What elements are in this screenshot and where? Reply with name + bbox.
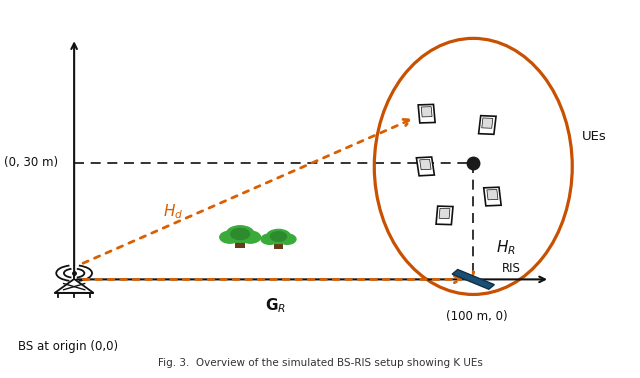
Polygon shape (484, 187, 501, 206)
Polygon shape (452, 270, 494, 289)
Circle shape (266, 229, 291, 243)
Circle shape (220, 231, 240, 243)
Text: (100 m, 0): (100 m, 0) (445, 310, 508, 322)
Polygon shape (479, 116, 496, 134)
Circle shape (278, 234, 296, 244)
Text: BS at origin (0,0): BS at origin (0,0) (18, 340, 118, 353)
Polygon shape (275, 241, 283, 249)
Circle shape (261, 234, 278, 244)
Circle shape (226, 226, 254, 242)
Text: $\mathit{H}_d$: $\mathit{H}_d$ (163, 202, 183, 221)
Polygon shape (436, 206, 453, 225)
Text: $\mathit{H}_R$: $\mathit{H}_R$ (495, 238, 515, 257)
Text: $\mathbf{G}_R$: $\mathbf{G}_R$ (265, 296, 286, 315)
Polygon shape (418, 104, 435, 123)
Circle shape (271, 232, 287, 241)
Polygon shape (236, 240, 245, 248)
Text: UEs: UEs (582, 130, 607, 143)
Polygon shape (417, 157, 435, 176)
Polygon shape (482, 118, 493, 128)
Text: Fig. 3.  Overview of the simulated BS-RIS setup showing K UEs: Fig. 3. Overview of the simulated BS-RIS… (157, 358, 483, 368)
Circle shape (231, 228, 250, 240)
Text: (0, 30 m): (0, 30 m) (4, 156, 58, 169)
Polygon shape (439, 208, 450, 218)
Circle shape (240, 231, 260, 243)
Polygon shape (420, 159, 431, 170)
Polygon shape (421, 107, 432, 117)
Text: RIS: RIS (502, 262, 521, 274)
Polygon shape (487, 189, 498, 200)
